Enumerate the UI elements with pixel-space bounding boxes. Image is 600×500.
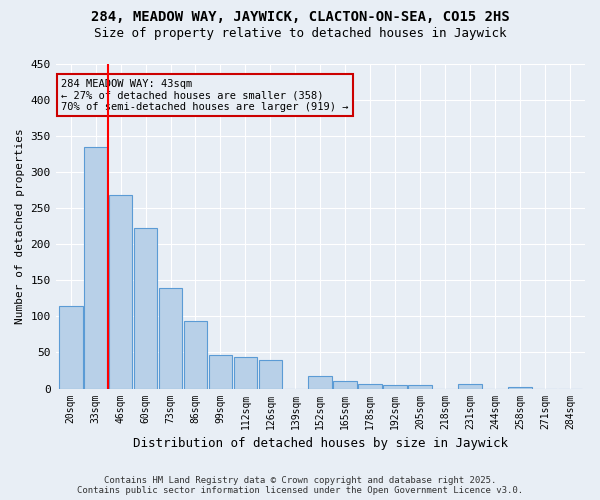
Text: Contains HM Land Registry data © Crown copyright and database right 2025.
Contai: Contains HM Land Registry data © Crown c…	[77, 476, 523, 495]
Bar	[233, 357, 257, 388]
Bar	[508, 387, 532, 388]
Bar	[59, 306, 83, 388]
Text: 284, MEADOW WAY, JAYWICK, CLACTON-ON-SEA, CO15 2HS: 284, MEADOW WAY, JAYWICK, CLACTON-ON-SEA…	[91, 10, 509, 24]
Bar	[134, 228, 157, 388]
Bar	[383, 385, 407, 388]
Bar	[158, 288, 182, 388]
Text: 284 MEADOW WAY: 43sqm
← 27% of detached houses are smaller (358)
70% of semi-det: 284 MEADOW WAY: 43sqm ← 27% of detached …	[61, 78, 349, 112]
Bar	[259, 360, 282, 388]
Bar	[458, 384, 482, 388]
Bar	[409, 385, 432, 388]
Text: Size of property relative to detached houses in Jaywick: Size of property relative to detached ho…	[94, 28, 506, 40]
Bar	[109, 196, 133, 388]
Y-axis label: Number of detached properties: Number of detached properties	[15, 128, 25, 324]
Bar	[84, 147, 107, 388]
Bar	[334, 382, 357, 388]
Bar	[358, 384, 382, 388]
Bar	[308, 376, 332, 388]
Bar	[209, 356, 232, 388]
X-axis label: Distribution of detached houses by size in Jaywick: Distribution of detached houses by size …	[133, 437, 508, 450]
Bar	[184, 322, 208, 388]
